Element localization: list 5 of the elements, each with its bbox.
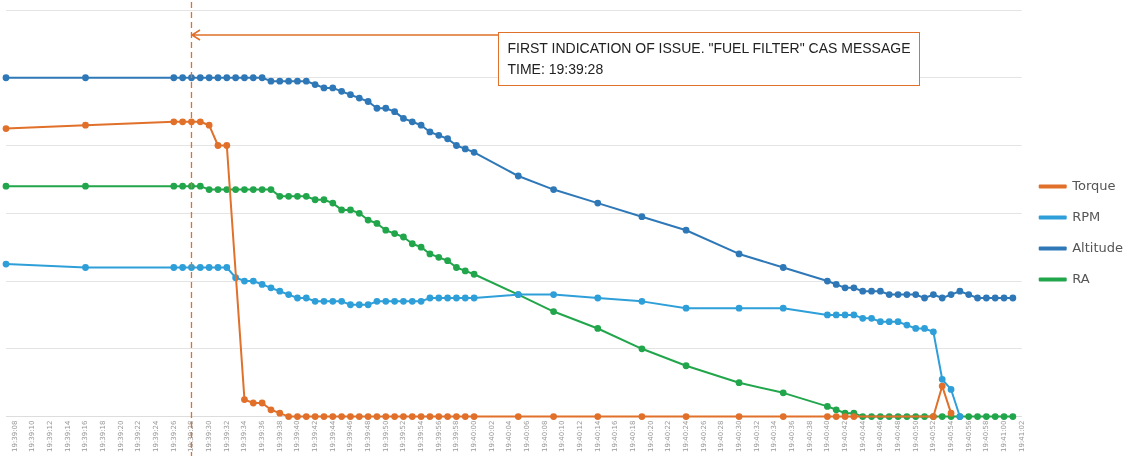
text: FIRST INDICATION OF ISSUE. "FUEL FILTER" CAS MESSAGE TIME: 19:39:28 <box>498 32 920 86</box>
legend-label: RPM <box>1072 208 1101 224</box>
legend-label: Torque <box>1071 177 1116 193</box>
legend-label: Altitude <box>1072 239 1124 255</box>
legend-label: RA <box>1072 270 1090 286</box>
